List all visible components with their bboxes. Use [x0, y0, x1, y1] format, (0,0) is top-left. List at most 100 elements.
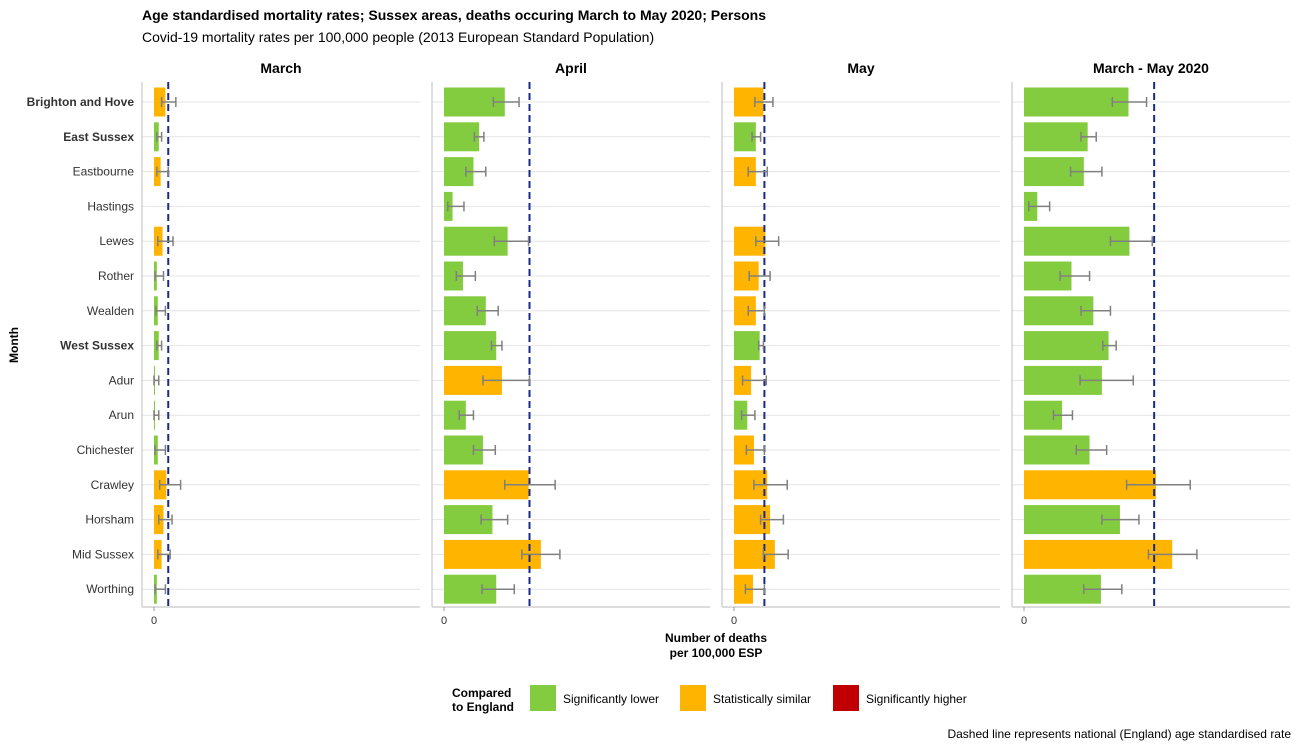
facet-title: March - May 2020 — [1093, 60, 1209, 76]
error-bar-crawley — [1125, 479, 1191, 490]
x-axis-title-line2: per 100,000 ESP — [670, 646, 763, 660]
bar-wealden — [734, 296, 756, 326]
y-axis-title: Month — [7, 327, 21, 363]
error-bar-lewes — [1109, 236, 1153, 247]
category-label-worthing: Worthing — [86, 582, 134, 596]
category-label-east-sussex: East Sussex — [63, 130, 134, 144]
error-bar-eastbourne — [465, 166, 487, 177]
bar-mid-sussex — [1024, 539, 1173, 569]
error-bar-chichester — [745, 445, 766, 455]
error-bar-crawley — [158, 479, 182, 490]
error-bar-wealden — [747, 305, 766, 316]
error-bar-arun — [1052, 410, 1074, 421]
category-label-brighton-and-hove: Brighton and Hove — [27, 95, 135, 109]
facet-april: April 0 — [431, 60, 710, 627]
category-label-rother: Rother — [98, 269, 134, 283]
category-label-hastings: Hastings — [87, 199, 134, 213]
bar-west-sussex — [734, 331, 760, 361]
bar-eastbourne — [734, 157, 756, 187]
bar-east-sussex — [1024, 122, 1088, 152]
bar-brighton-and-hove — [1024, 87, 1129, 117]
error-bar-worthing — [1083, 584, 1123, 595]
error-bar-worthing — [154, 584, 167, 595]
legend-title-line2: to England — [452, 700, 514, 714]
error-bar-arun — [153, 410, 160, 421]
x-axis-title-line1: Number of deaths — [665, 631, 767, 645]
category-label-wealden: Wealden — [87, 304, 134, 318]
error-bar-chichester — [154, 445, 167, 455]
error-bar-horsham — [480, 514, 509, 525]
error-bar-horsham — [1101, 514, 1140, 525]
error-bar-arun — [740, 410, 756, 421]
facet-panels: March 0 April 0 May 0 March - May 2020 0 — [141, 60, 1290, 627]
category-label-west-sussex: West Sussex — [60, 339, 134, 353]
error-bar-west-sussex — [757, 340, 765, 351]
error-bar-adur — [153, 375, 160, 386]
x-tick-label: 0 — [1021, 615, 1027, 627]
x-tick-label: 0 — [441, 615, 447, 627]
bar-east-sussex — [444, 122, 480, 152]
error-bar-worthing — [744, 584, 766, 595]
x-tick-label: 0 — [731, 615, 737, 627]
error-bar-horsham — [158, 514, 173, 525]
category-label-mid-sussex: Mid Sussex — [72, 547, 134, 561]
legend-swatch-similar — [680, 685, 706, 711]
error-bar-wealden — [476, 305, 499, 316]
legend-label-similar: Statistically similar — [713, 692, 811, 706]
legend-swatch-higher — [833, 685, 859, 711]
category-label-crawley: Crawley — [91, 478, 134, 492]
chart-subtitle: Covid-19 mortality rates per 100,000 peo… — [142, 29, 654, 45]
error-bar-arun — [458, 410, 475, 421]
error-bar-west-sussex — [1102, 340, 1117, 351]
facet-title: March — [260, 60, 301, 76]
error-bar-crawley — [753, 479, 788, 490]
bar-west-sussex — [444, 331, 497, 361]
error-bar-hastings — [1028, 201, 1051, 212]
category-label-lewes: Lewes — [99, 234, 134, 248]
category-labels: Brighton and Hove East Sussex Eastbourne Ha… — [27, 95, 135, 596]
error-bar-adur — [482, 375, 531, 386]
legend-label-higher: Significantly higher — [866, 692, 967, 706]
bar-chichester — [734, 435, 754, 465]
category-label-arun: Arun — [109, 408, 134, 422]
legend-title-line1: Compared — [452, 686, 511, 700]
error-bar-brighton-and-hove — [1111, 97, 1148, 107]
error-bar-rother — [1059, 271, 1091, 281]
legend-label-lower: Significantly lower — [563, 692, 659, 706]
chart-caption: Dashed line represents national (England… — [947, 727, 1291, 741]
error-bar-eastbourne — [747, 166, 768, 177]
facet-march: March 0 — [141, 60, 420, 627]
error-bar-east-sussex — [473, 131, 485, 142]
facet-title: April — [555, 60, 587, 76]
error-bar-horsham — [759, 514, 785, 525]
category-label-horsham: Horsham — [85, 513, 134, 527]
error-bar-brighton-and-hove — [160, 97, 177, 107]
error-bar-lewes — [157, 236, 174, 247]
error-bar-worthing — [481, 584, 516, 595]
x-tick-label: 0 — [151, 615, 157, 627]
bar-arun — [444, 400, 466, 430]
bar-east-sussex — [734, 122, 756, 152]
error-bar-east-sussex — [1080, 131, 1097, 142]
error-bar-west-sussex — [156, 340, 163, 351]
category-label-chichester: Chichester — [77, 443, 134, 457]
error-bar-chichester — [1075, 445, 1108, 455]
error-bar-mid-sussex — [1147, 549, 1198, 560]
error-bar-wealden — [155, 305, 167, 316]
error-bar-crawley — [504, 479, 556, 490]
error-bar-hastings — [447, 201, 465, 212]
facet-title: May — [847, 60, 874, 76]
error-bar-mid-sussex — [157, 549, 171, 560]
error-bar-rother — [455, 271, 477, 281]
error-bar-rother — [154, 271, 165, 281]
error-bar-mid-sussex — [521, 549, 561, 560]
category-label-adur: Adur — [109, 373, 134, 387]
error-bar-eastbourne — [1069, 166, 1103, 177]
category-label-eastbourne: Eastbourne — [73, 165, 135, 179]
error-bar-east-sussex — [156, 131, 163, 142]
chart-title: Age standardised mortality rates; Sussex… — [142, 7, 766, 23]
error-bar-west-sussex — [490, 340, 503, 351]
error-bar-adur — [1079, 375, 1134, 386]
error-bar-lewes — [755, 236, 780, 247]
